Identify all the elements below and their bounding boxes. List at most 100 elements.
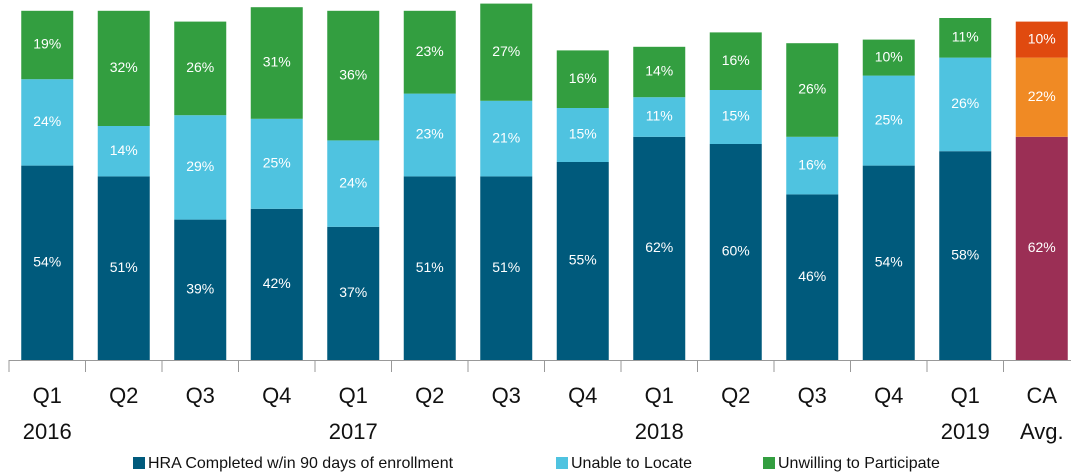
bar-segment [174, 115, 227, 220]
bar-segment [327, 10, 380, 141]
bar-segment [174, 21, 227, 116]
value-label: 15% [722, 108, 750, 124]
bar-segment [939, 18, 992, 58]
legend-swatch [556, 457, 568, 469]
bar-segment [786, 136, 839, 195]
value-label: 27% [492, 43, 520, 59]
value-label: 58% [951, 246, 979, 262]
bar-segment [939, 151, 992, 360]
legend-swatch [133, 457, 145, 469]
value-label: 55% [569, 252, 597, 268]
bar-segment [97, 10, 150, 126]
x-tick-label: Q1 [339, 383, 368, 408]
bar-segment [633, 97, 686, 137]
value-label: 16% [798, 156, 826, 172]
value-label: 23% [416, 126, 444, 142]
value-label: 23% [416, 43, 444, 59]
value-label: 11% [646, 108, 673, 124]
bar-segment [480, 3, 533, 101]
bar-segment [1015, 57, 1068, 137]
bar-segment [556, 162, 609, 360]
bar-segment [709, 90, 762, 144]
x-tick-label: Q3 [798, 383, 827, 408]
bar-segment [633, 46, 686, 98]
x-tick-label: Q2 [721, 383, 750, 408]
bar-segment [97, 176, 150, 360]
value-label: 62% [1028, 239, 1056, 255]
bar-segment [327, 140, 380, 227]
bar-segment [250, 7, 303, 119]
value-label: 37% [339, 284, 367, 300]
bar-segment [250, 208, 303, 360]
x-tick-label: CA [1026, 383, 1057, 408]
value-label: 16% [722, 52, 750, 68]
value-label: 24% [339, 174, 367, 190]
value-label: 62% [645, 239, 673, 255]
legend-swatch [763, 457, 775, 469]
value-label: 60% [722, 243, 750, 259]
bar-segment [403, 10, 456, 94]
value-label: 54% [875, 254, 903, 270]
bar-segment [709, 144, 762, 360]
bar-segment [862, 75, 915, 166]
bar-segment [786, 194, 839, 360]
x-tick-label: Q3 [186, 383, 215, 408]
value-label: 10% [1028, 30, 1056, 46]
value-label: 31% [263, 54, 291, 70]
x-tick-label: Q1 [951, 383, 980, 408]
bar-segment [556, 50, 609, 108]
value-label: 54% [33, 254, 61, 270]
value-label: 16% [569, 70, 597, 86]
x-tick-label: Q4 [874, 383, 903, 408]
value-label: 11% [952, 29, 979, 45]
bar-segment [21, 10, 74, 80]
bar-segment [403, 176, 456, 360]
value-label: 36% [339, 66, 367, 82]
bar-segment [939, 57, 992, 152]
value-label: 19% [33, 36, 61, 52]
bar-segment [250, 118, 303, 209]
x-tick-label: Q3 [492, 383, 521, 408]
x-tick-label: Q1 [645, 383, 674, 408]
value-label: 14% [645, 63, 673, 79]
value-label: 51% [492, 259, 520, 275]
bar-segment [480, 100, 533, 177]
x-tick-label-group: 2017 [329, 419, 378, 444]
value-label: 51% [416, 259, 444, 275]
value-label: 22% [1028, 88, 1056, 104]
value-label: 26% [186, 59, 214, 75]
x-tick-label-group: Avg. [1020, 419, 1064, 444]
value-label: 46% [798, 268, 826, 284]
value-label: 51% [110, 259, 138, 275]
value-label: 21% [492, 129, 520, 145]
value-label: 10% [875, 48, 903, 64]
value-label: 39% [186, 281, 214, 297]
bar-segment [786, 43, 839, 137]
bar-segment [862, 39, 915, 76]
bar-segment [633, 136, 686, 360]
value-label: 25% [263, 155, 291, 171]
legend-label: Unwilling to Participate [778, 455, 940, 472]
legend-label: HRA Completed w/in 90 days of enrollment [148, 455, 454, 472]
value-label: 25% [875, 111, 903, 127]
x-tick-label: Q4 [262, 383, 291, 408]
bar-segment [556, 108, 609, 162]
bar-segment [1015, 136, 1068, 360]
x-tick-label-group: 2019 [941, 419, 990, 444]
bar-segment [174, 219, 227, 360]
value-label: 32% [110, 59, 138, 75]
bar-segment [97, 126, 150, 177]
x-tick-label: Q2 [109, 383, 138, 408]
bar-segment [1015, 21, 1068, 58]
bar-segment [480, 176, 533, 360]
x-tick-label-group: 2018 [635, 419, 684, 444]
bar-segment [21, 165, 74, 360]
bar-segment [403, 93, 456, 177]
legend-label: Unable to Locate [571, 455, 692, 472]
x-tick-label: Q2 [415, 383, 444, 408]
value-label: 24% [33, 113, 61, 129]
bar-segment [21, 79, 74, 166]
value-label: 15% [569, 126, 597, 142]
bar-segment [327, 226, 380, 360]
